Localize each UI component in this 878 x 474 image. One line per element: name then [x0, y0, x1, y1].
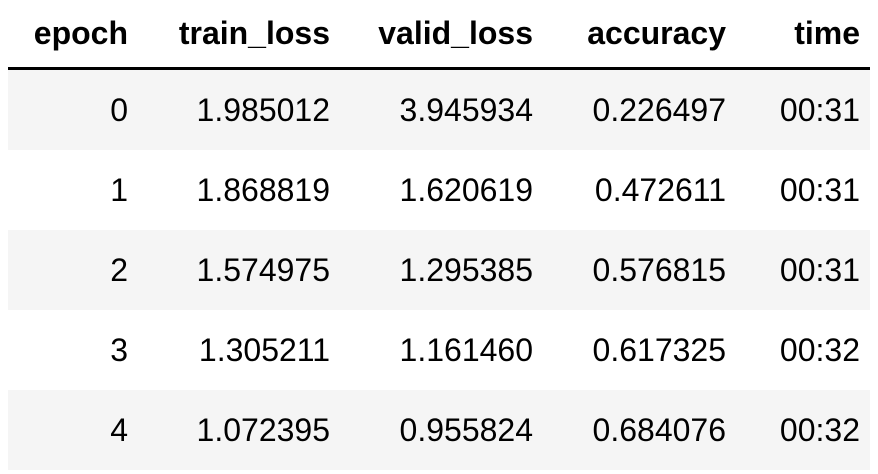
cell-train-loss: 1.072395: [140, 390, 340, 470]
cell-train-loss: 1.985012: [140, 68, 340, 150]
table-row: 2 1.574975 1.295385 0.576815 00:31: [8, 230, 870, 310]
cell-time: 00:32: [736, 310, 870, 390]
table-row: 0 1.985012 3.945934 0.226497 00:31: [8, 68, 870, 150]
cell-valid-loss: 1.295385: [340, 230, 543, 310]
cell-accuracy: 0.226497: [543, 68, 736, 150]
cell-accuracy: 0.472611: [543, 150, 736, 230]
cell-accuracy: 0.576815: [543, 230, 736, 310]
cell-time: 00:31: [736, 150, 870, 230]
cell-valid-loss: 1.161460: [340, 310, 543, 390]
training-results-table-container: epoch train_loss valid_loss accuracy tim…: [8, 0, 878, 470]
cell-accuracy: 0.617325: [543, 310, 736, 390]
table-row: 1 1.868819 1.620619 0.472611 00:31: [8, 150, 870, 230]
cell-train-loss: 1.574975: [140, 230, 340, 310]
cell-epoch: 1: [8, 150, 140, 230]
cell-epoch: 2: [8, 230, 140, 310]
cell-epoch: 3: [8, 310, 140, 390]
cell-valid-loss: 0.955824: [340, 390, 543, 470]
cell-accuracy: 0.684076: [543, 390, 736, 470]
table-row: 4 1.072395 0.955824 0.684076 00:32: [8, 390, 870, 470]
cell-train-loss: 1.305211: [140, 310, 340, 390]
column-header-train-loss: train_loss: [140, 0, 340, 70]
training-results-table: epoch train_loss valid_loss accuracy tim…: [8, 0, 870, 470]
column-header-valid-loss: valid_loss: [340, 0, 543, 70]
cell-time: 00:31: [736, 68, 870, 150]
column-header-accuracy: accuracy: [543, 0, 736, 70]
header-row: epoch train_loss valid_loss accuracy tim…: [8, 0, 870, 70]
cell-epoch: 0: [8, 68, 140, 150]
cell-epoch: 4: [8, 390, 140, 470]
table-body: 0 1.985012 3.945934 0.226497 00:31 1 1.8…: [8, 68, 870, 470]
column-header-epoch: epoch: [8, 0, 140, 70]
cell-time: 00:31: [736, 230, 870, 310]
table-row: 3 1.305211 1.161460 0.617325 00:32: [8, 310, 870, 390]
cell-time: 00:32: [736, 390, 870, 470]
cell-valid-loss: 1.620619: [340, 150, 543, 230]
column-header-time: time: [736, 0, 870, 70]
cell-valid-loss: 3.945934: [340, 68, 543, 150]
cell-train-loss: 1.868819: [140, 150, 340, 230]
table-header: epoch train_loss valid_loss accuracy tim…: [8, 0, 870, 70]
